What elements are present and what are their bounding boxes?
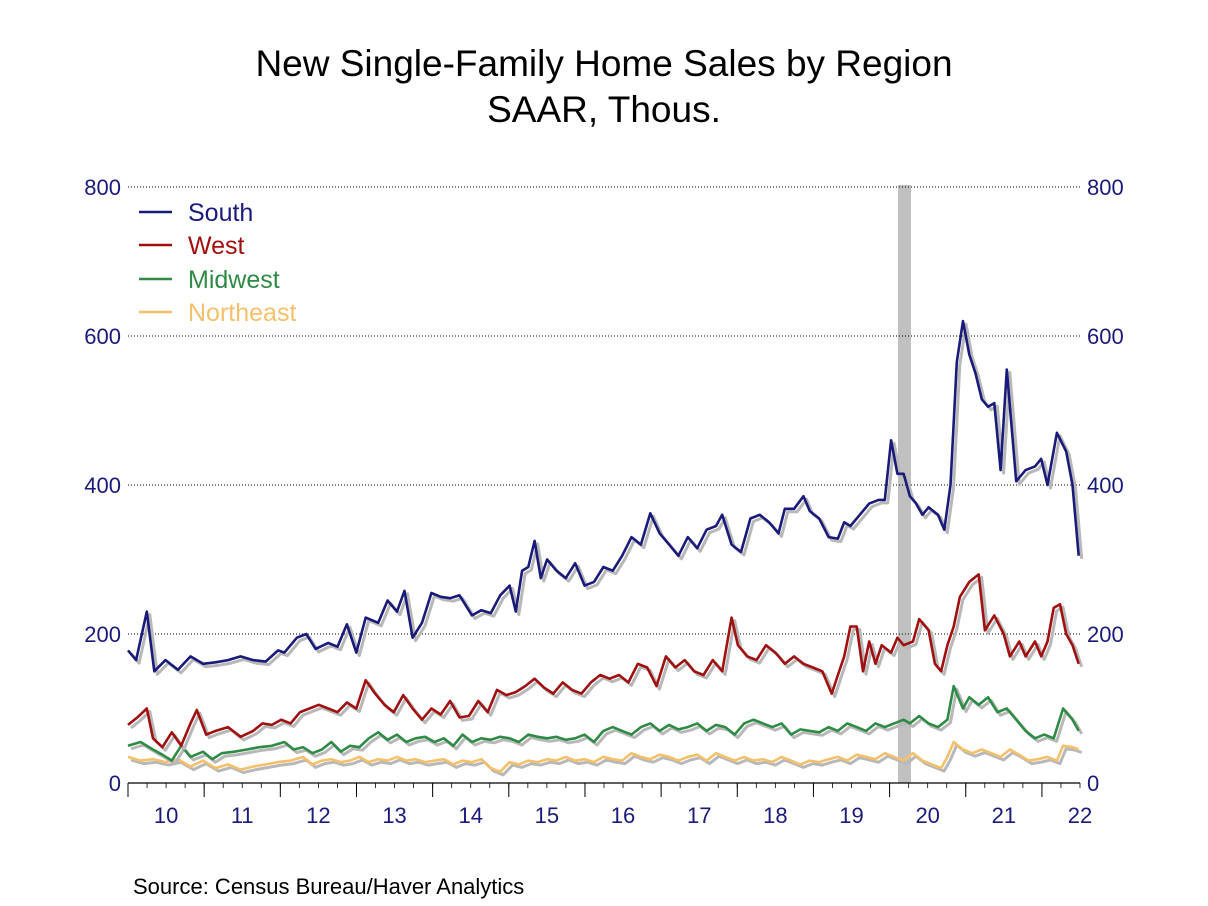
x-tick-label-16: 16 [611,803,635,828]
x-tick-label-10: 10 [154,803,178,828]
y-tick-left-200: 200 [84,622,121,647]
x-tick-label-21: 21 [992,803,1016,828]
x-tick-label-12: 12 [306,803,330,828]
series-line-south [127,319,1080,673]
y-tick-right-600: 600 [1087,324,1124,349]
x-tick-label-17: 17 [687,803,711,828]
source-note: Source: Census Bureau/Haver Analytics [133,874,525,899]
x-tick-label-11: 11 [231,803,254,828]
x-tick-label-15: 15 [535,803,559,828]
y-tick-right-400: 400 [1087,473,1124,498]
legend-label-northeast: Northeast [188,299,296,327]
y-tick-left-600: 600 [84,324,121,349]
series-line-midwest [127,684,1080,762]
chart-title: New Single-Family Home Sales by Region [255,43,953,84]
y-tick-left-400: 400 [84,473,121,498]
x-tick-label-18: 18 [763,803,787,828]
series-shadow-west [130,575,1084,752]
x-tick-label-22: 22 [1068,803,1092,828]
y-tick-right-800: 800 [1087,175,1124,200]
y-tick-left-800: 800 [84,175,121,200]
x-tick-label-14: 14 [458,803,482,828]
legend-label-south: South [188,199,253,227]
chart-subtitle: SAAR, Thous. [487,89,721,130]
x-tick-label-13: 13 [382,803,406,828]
recession-band [898,185,911,783]
y-tick-right-200: 200 [1087,622,1124,647]
legend-label-midwest: Midwest [188,266,280,294]
y-tick-right-0: 0 [1087,771,1099,796]
series-shadow-northeast [130,743,1083,777]
legend-label-west: West [188,232,245,260]
series-shadow-south [129,322,1084,676]
x-tick-label-20: 20 [915,803,939,828]
series-line-west [127,573,1080,749]
x-tick-label-19: 19 [839,803,863,828]
y-tick-left-0: 0 [109,771,121,796]
series-line-northeast [127,740,1080,774]
